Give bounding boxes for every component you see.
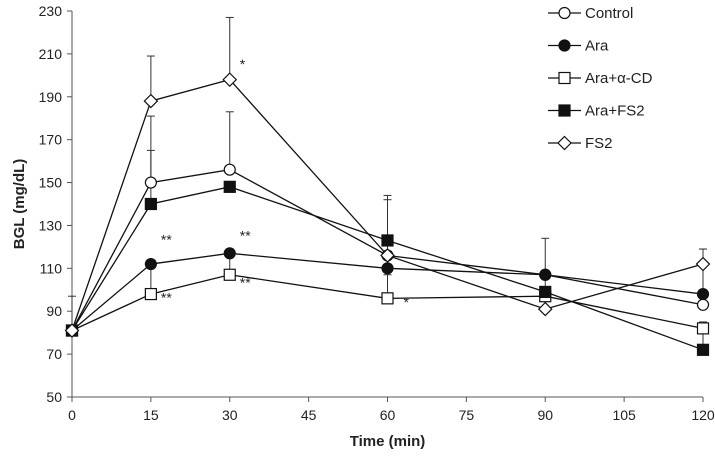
- x-tick-label: 90: [537, 407, 553, 423]
- y-tick-label: 70: [46, 346, 62, 362]
- significance-annotations: *** *******: [161, 56, 410, 310]
- series-2-point: [696, 322, 710, 335]
- y-tick-label: 230: [39, 3, 63, 19]
- x-tick-label: 0: [68, 407, 76, 423]
- series-1-point: [223, 247, 236, 260]
- x-tick-label: 45: [301, 407, 317, 423]
- series-1-point: [144, 257, 157, 271]
- legend-marker: [558, 39, 571, 52]
- series-4-point: [64, 323, 80, 338]
- series-4-point: [222, 72, 238, 87]
- series-0-point: [696, 298, 710, 311]
- series-2-point: [223, 268, 236, 281]
- significance-mark: **: [161, 290, 172, 306]
- significance-mark: *: [404, 294, 410, 310]
- y-tick-label: 170: [39, 132, 63, 148]
- series-lines: [71, 78, 704, 351]
- y-tick-label: 50: [46, 389, 62, 405]
- legend-marker: [557, 135, 572, 151]
- series-0-point: [223, 163, 236, 176]
- series-markers: [64, 72, 711, 356]
- legend-marker: [558, 6, 571, 20]
- y-tick-label: 130: [39, 217, 63, 233]
- legend-entry: FS2: [548, 135, 613, 152]
- x-tick-label: 105: [612, 407, 636, 423]
- legend-marker: [558, 71, 571, 85]
- series-1-point: [539, 268, 552, 281]
- legend-entry: Control: [548, 5, 633, 22]
- y-tick-label: 210: [39, 46, 63, 62]
- y-tick-label: 90: [46, 303, 62, 319]
- legend-label: Ara+α-CD: [585, 70, 653, 87]
- x-tick-label: 60: [380, 407, 396, 423]
- legend-entry: Ara: [548, 38, 609, 55]
- y-tick-label: 190: [39, 89, 63, 105]
- series-3-point: [381, 234, 394, 247]
- legend-label: FS2: [585, 135, 613, 152]
- legend-entry: Ara+α-CD: [548, 70, 653, 87]
- series-3-point: [144, 197, 157, 211]
- y-axis-title: BGL (mg/dL): [11, 159, 28, 250]
- series-3-point: [223, 180, 236, 193]
- significance-mark: **: [240, 227, 251, 243]
- significance-mark: *: [240, 56, 246, 72]
- y-tick-label: 110: [40, 260, 63, 276]
- legend-label: Control: [585, 5, 633, 22]
- series-2-point: [381, 292, 394, 305]
- significance-mark: **: [240, 275, 251, 291]
- series-4-line: [71, 78, 704, 331]
- series-4-point: [695, 256, 711, 272]
- series-4-point: [380, 248, 395, 263]
- series-3-point: [696, 343, 710, 356]
- legend-label: Ara: [585, 38, 609, 55]
- x-tick-label: 15: [143, 407, 159, 423]
- series-1-line: [71, 252, 704, 332]
- series-4-point: [143, 93, 159, 109]
- series-1-point: [696, 287, 710, 301]
- x-tick-label: 120: [691, 407, 715, 423]
- legend-marker: [558, 104, 571, 117]
- y-tick-label: 150: [39, 175, 63, 191]
- series-2-point: [144, 287, 157, 301]
- significance-mark: **: [161, 232, 172, 248]
- x-tick-label: 75: [459, 407, 475, 423]
- series-3-point: [539, 285, 552, 299]
- series-1-point: [381, 262, 394, 275]
- x-axis-title: Time (min): [350, 433, 426, 450]
- chart-axes: 50 70 90 110 130 150 170 190 210 230 0 15 30 45 60 75 90…: [11, 3, 715, 450]
- series-0-line: [71, 169, 704, 331]
- chart-legend: Control Ara Ara+α-CD Ara+FS2 FS2: [548, 5, 653, 152]
- series-4-point: [537, 301, 553, 317]
- legend-entry: Ara+FS2: [548, 103, 645, 120]
- x-tick-label: 30: [222, 407, 238, 423]
- series-0-point: [144, 176, 157, 189]
- legend-label: Ara+FS2: [585, 103, 645, 120]
